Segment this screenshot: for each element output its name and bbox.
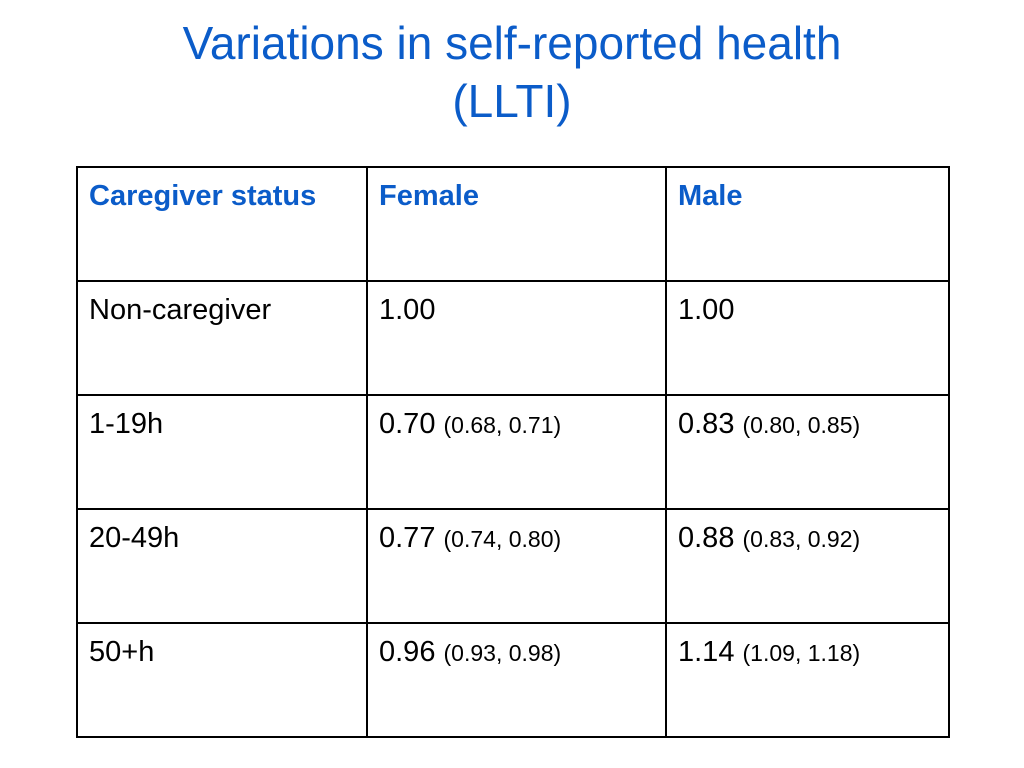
table-row: Non-caregiver 1.00 1.00 — [76, 280, 950, 396]
cell-male: 1.14 (1.09, 1.18) — [665, 622, 950, 738]
cell-male: 0.83 (0.80, 0.85) — [665, 394, 950, 510]
female-value: 0.77 — [379, 522, 436, 554]
header-female: Female — [366, 166, 667, 282]
male-value: 0.88 — [678, 522, 735, 554]
male-value: 1.00 — [678, 294, 735, 326]
male-ci: (1.09, 1.18) — [742, 640, 861, 666]
female-value: 0.70 — [379, 408, 436, 440]
cell-female: 0.96 (0.93, 0.98) — [366, 622, 667, 738]
male-ci: (0.83, 0.92) — [742, 526, 861, 552]
male-value: 0.83 — [678, 408, 735, 440]
slide-title-line1: Variations in self-reported health — [182, 17, 842, 69]
cell-female: 0.77 (0.74, 0.80) — [366, 508, 667, 624]
cell-status: 1-19h — [76, 394, 368, 510]
male-value: 1.14 — [678, 636, 735, 668]
female-ci: (0.93, 0.98) — [443, 640, 562, 666]
header-caregiver-status: Caregiver status — [76, 166, 368, 282]
table-row: 1-19h 0.70 (0.68, 0.71) 0.83 (0.80, 0.85… — [76, 394, 950, 510]
female-ci: (0.68, 0.71) — [443, 412, 562, 438]
female-ci: (0.74, 0.80) — [443, 526, 562, 552]
table-row: 20-49h 0.77 (0.74, 0.80) 0.88 (0.83, 0.9… — [76, 508, 950, 624]
female-value: 1.00 — [379, 294, 436, 326]
cell-female: 0.70 (0.68, 0.71) — [366, 394, 667, 510]
cell-female: 1.00 — [366, 280, 667, 396]
cell-status: 20-49h — [76, 508, 368, 624]
female-value: 0.96 — [379, 636, 436, 668]
male-ci: (0.80, 0.85) — [742, 412, 861, 438]
cell-status: Non-caregiver — [76, 280, 368, 396]
results-table: Caregiver status Female Male Non-caregiv… — [76, 166, 950, 738]
table-row: 50+h 0.96 (0.93, 0.98) 1.14 (1.09, 1.18) — [76, 622, 950, 738]
cell-male: 1.00 — [665, 280, 950, 396]
cell-male: 0.88 (0.83, 0.92) — [665, 508, 950, 624]
cell-status: 50+h — [76, 622, 368, 738]
slide-title: Variations in self-reported health (LLTI… — [0, 14, 1024, 130]
header-male: Male — [665, 166, 950, 282]
table-header-row: Caregiver status Female Male — [76, 166, 950, 282]
slide-title-line2: (LLTI) — [452, 75, 572, 127]
